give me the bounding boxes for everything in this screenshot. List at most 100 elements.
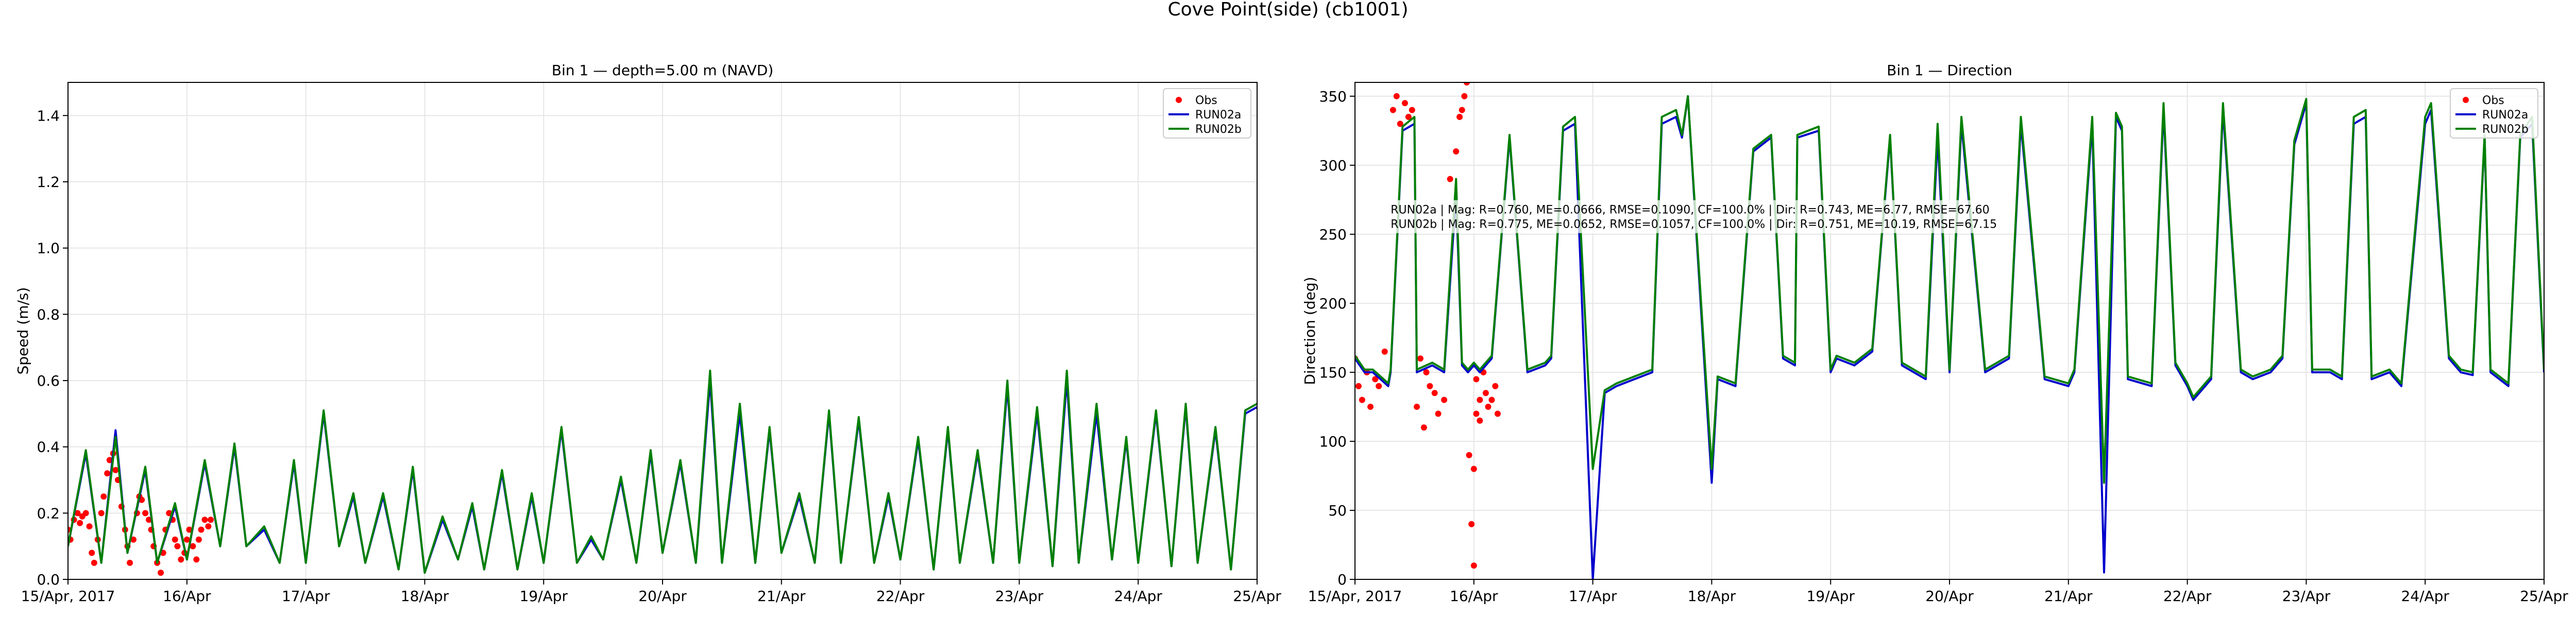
stats-background (1387, 200, 1996, 233)
obs-point (1420, 424, 1427, 431)
stats-line: RUN02a | Mag: R=0.760, ME=0.0666, RMSE=0… (1391, 204, 1989, 217)
obs-point (195, 536, 202, 543)
obs-point (1473, 376, 1480, 383)
x-tick-label: 23/Apr (995, 588, 1044, 605)
x-tick-label: 22/Apr (876, 588, 925, 605)
legend-marker (2463, 97, 2469, 103)
obs-point (77, 520, 83, 526)
y-tick-label: 0.2 (37, 505, 60, 522)
obs-point (1393, 93, 1400, 99)
obs-point (89, 550, 95, 556)
obs-point (158, 570, 164, 576)
run02b-line (68, 369, 1257, 574)
x-tick-label: 15/Apr, 2017 (21, 588, 115, 605)
x-tick-label: 25/Apr (1233, 588, 1281, 605)
obs-point (1477, 397, 1483, 403)
speed-panel: 15/Apr, 2017 16/Apr 17/Apr 18/Apr 19/Apr 20/A… (14, 62, 1281, 605)
obs-point (82, 510, 89, 517)
obs-point (1435, 410, 1442, 417)
y-tick-label: 0.0 (37, 571, 60, 588)
x-tick-label: 17/Apr (282, 588, 330, 605)
obs-point (1456, 114, 1463, 121)
obs-point (193, 556, 200, 563)
legend-label: RUN02b (1195, 123, 1242, 136)
obs-point (100, 493, 107, 500)
y-tick-label: 200 (1319, 295, 1347, 312)
x-tick-label: 17/Apr (1569, 588, 1617, 605)
obs-point (1427, 383, 1433, 389)
obs-point (1485, 403, 1492, 410)
obs-point (91, 559, 97, 566)
y-tick-label: 0.8 (37, 306, 60, 323)
obs-point (1401, 100, 1408, 107)
obs-point (130, 536, 137, 543)
obs-point (1453, 148, 1460, 155)
obs-point (1482, 390, 1489, 397)
y-axis-label: Direction (deg) (1301, 277, 1318, 385)
panel-title: Bin 1 — depth=5.00 m (NAVD) (552, 62, 774, 79)
obs-point (174, 543, 181, 550)
obs-point (1409, 107, 1415, 113)
obs-point (112, 467, 119, 473)
y-tick-label: 100 (1319, 433, 1347, 450)
x-tick-label: 21/Apr (757, 588, 806, 605)
obs-point (178, 556, 184, 563)
obs-point (142, 510, 149, 517)
x-tick-label: 18/Apr (401, 588, 449, 605)
legend-label: RUN02a (1195, 109, 1241, 122)
x-tick-label: 16/Apr (163, 588, 211, 605)
run02b-line (1355, 95, 2544, 484)
legend-label: RUN02a (2482, 109, 2528, 122)
obs-point (1389, 107, 1396, 113)
y-tick-label: 300 (1319, 157, 1347, 174)
obs-point (1405, 114, 1412, 121)
obs-point (183, 536, 190, 543)
obs-point (1477, 417, 1483, 424)
y-tick-label: 350 (1319, 88, 1347, 105)
obs-point (1355, 383, 1362, 389)
obs-point (1359, 397, 1365, 403)
x-tick-label: 21/Apr (2044, 588, 2093, 605)
legend-marker (1176, 97, 1182, 103)
obs-point (1468, 521, 1475, 527)
obs-point (1397, 121, 1403, 127)
obs-point (1372, 376, 1379, 383)
legend-label: Obs (1195, 94, 1217, 107)
x-tick-label: 20/Apr (1925, 588, 1974, 605)
y-tick-label: 150 (1319, 364, 1347, 381)
legend-label: RUN02b (2482, 123, 2529, 136)
obs-point (74, 510, 81, 517)
obs-point (1473, 410, 1480, 417)
y-tick-label: 1.0 (37, 240, 60, 257)
obs-point (190, 543, 196, 550)
obs-point (86, 523, 93, 530)
y-tick-label: 1.4 (37, 107, 60, 124)
x-tick-label: 25/Apr (2520, 588, 2568, 605)
y-tick-label: 1.2 (37, 174, 60, 191)
x-tick-label: 23/Apr (2282, 588, 2331, 605)
obs-point (1466, 452, 1472, 458)
x-tick-label: 24/Apr (2401, 588, 2449, 605)
x-tick-label: 24/Apr (1114, 588, 1162, 605)
plot-series (68, 369, 1257, 576)
obs-point (205, 523, 212, 530)
stats-line: RUN02b | Mag: R=0.775, ME=0.0652, RMSE=0… (1391, 218, 1997, 231)
x-tick-label: 22/Apr (2163, 588, 2212, 605)
obs-point (1470, 466, 1477, 472)
obs-point (186, 526, 193, 533)
plot-series (1355, 82, 2544, 579)
obs-point (104, 470, 111, 477)
x-tick-label: 18/Apr (1688, 588, 1736, 605)
obs-point (1423, 369, 1430, 375)
y-tick-label: 0 (1337, 571, 1347, 588)
obs-point (1417, 355, 1423, 362)
obs-point (1494, 410, 1501, 417)
legend-label: Obs (2482, 94, 2504, 107)
obs-point (1376, 383, 1382, 389)
x-tick-label: 15/Apr, 2017 (1308, 588, 1402, 605)
legend-box (2450, 88, 2538, 139)
x-tick-label: 19/Apr (1806, 588, 1855, 605)
stats-annotation: RUN02a | Mag: R=0.760, ME=0.0666, RMSE=0… (1387, 200, 1997, 233)
legend-box (1163, 88, 1251, 139)
